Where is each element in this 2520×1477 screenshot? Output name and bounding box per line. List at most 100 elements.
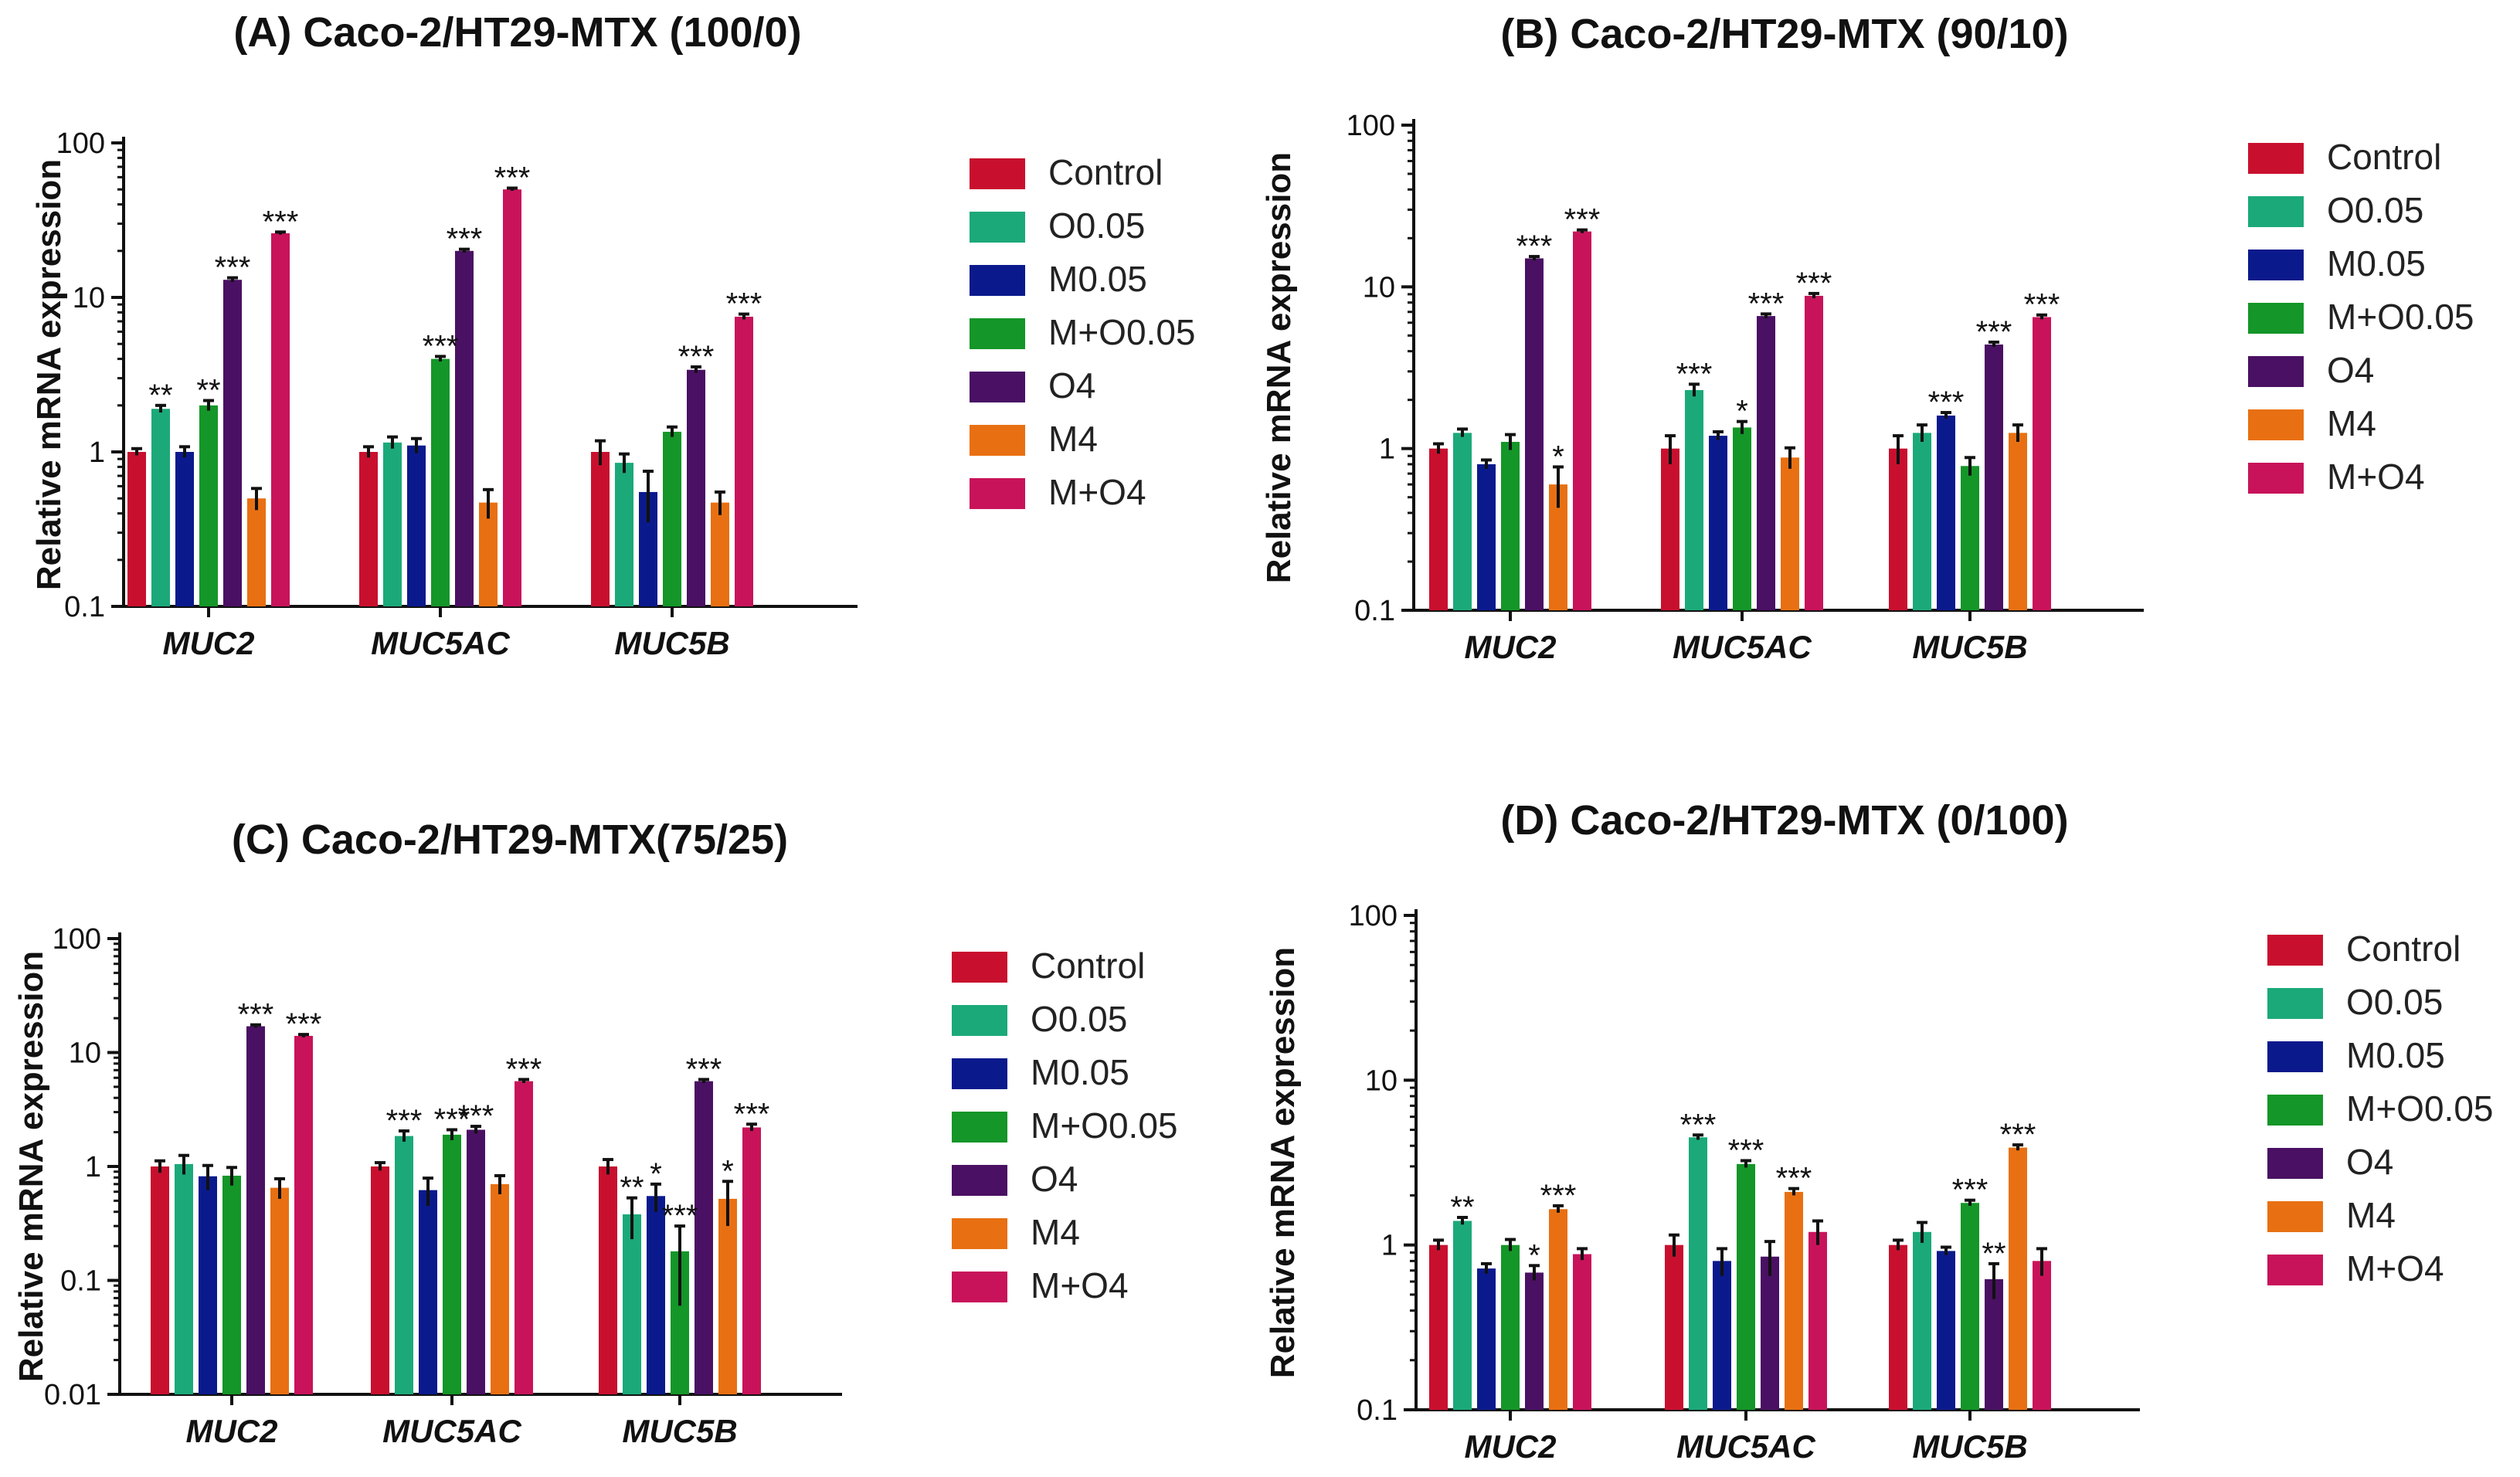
legend-label: M0.05 [1031, 1052, 1129, 1092]
legend-label: M+O4 [1048, 472, 1146, 512]
legend-swatch [970, 478, 1025, 509]
bar-Control [371, 1166, 389, 1394]
x-category-label: MUC5B [614, 625, 729, 661]
bar-M4 [711, 502, 729, 606]
legend-swatch [2248, 409, 2304, 440]
significance-marker: *** [678, 340, 715, 374]
legend-label: O4 [2346, 1142, 2393, 1182]
legend-swatch [2267, 1201, 2323, 1232]
legend-label: M0.05 [2327, 243, 2426, 284]
bar-O0.05 [1453, 1221, 1472, 1410]
bar-M+O0.05 [1733, 427, 1751, 610]
y-tick-label: 1 [89, 436, 105, 469]
bar-O4 [687, 369, 705, 606]
bar-M4 [270, 1187, 289, 1394]
bar-O4 [695, 1081, 713, 1394]
legend-swatch [2248, 303, 2304, 334]
chart-title: (B) Caco-2/HT29-MTX (90/10) [1500, 11, 2068, 57]
bar-O4 [1525, 1272, 1544, 1410]
bar-M+O4 [294, 1035, 313, 1394]
legend-swatch [2267, 935, 2323, 966]
significance-marker: *** [1796, 267, 1832, 300]
chart-panel-0: (A) Caco-2/HT29-MTX (100/0) Relative mRNA… [30, 9, 1196, 661]
bar-Control [359, 452, 378, 606]
legend-label: M4 [2346, 1195, 2396, 1235]
bar-O4 [1757, 316, 1775, 610]
legend-swatch [2267, 988, 2323, 1019]
legend-label: O0.05 [1048, 205, 1145, 246]
x-category-label: MUC5AC [1676, 1428, 1815, 1465]
bar-O4 [467, 1129, 485, 1394]
legend-swatch [970, 212, 1025, 243]
legend-label: Control [2346, 929, 2461, 969]
significance-marker: *** [1540, 1179, 1577, 1213]
legend-swatch [2248, 143, 2304, 174]
bar-O0.05 [623, 1214, 641, 1394]
y-tick-label: 0.1 [1354, 595, 1395, 627]
legend-swatch [2248, 250, 2304, 280]
legend-swatch [970, 158, 1025, 189]
significance-marker: *** [215, 251, 251, 285]
bar-O0.05 [1689, 1137, 1707, 1410]
legend-swatch [970, 425, 1025, 456]
bar-O4 [455, 250, 474, 606]
x-category-label: MUC2 [185, 1413, 277, 1449]
bar-O0.05 [175, 1163, 193, 1394]
legend-swatch [970, 372, 1025, 402]
significance-marker: * [1528, 1238, 1540, 1272]
legend-label: Control [1048, 152, 1163, 192]
bar-O4 [1985, 344, 2003, 610]
bar-M4 [1781, 457, 1799, 610]
bar-O4 [1525, 258, 1544, 610]
significance-marker: *** [1976, 315, 2012, 349]
bar-O0.05 [151, 409, 170, 606]
y-tick-label: 0.01 [44, 1379, 101, 1411]
bar-Control [1429, 1244, 1448, 1410]
significance-marker: * [650, 1157, 662, 1191]
y-tick-label: 0.1 [64, 591, 105, 623]
bar-Control [1661, 448, 1679, 610]
significance-marker: ** [1450, 1190, 1474, 1224]
bar-M+O0.05 [222, 1175, 241, 1394]
bar-M0.05 [1477, 1268, 1496, 1410]
bar-M+O0.05 [1501, 442, 1520, 610]
legend-swatch [2267, 1041, 2323, 1072]
bar-O4 [1761, 1256, 1779, 1410]
significance-marker: *** [423, 329, 459, 363]
significance-marker: *** [1776, 1162, 1812, 1196]
y-axis-label: Relative mRNA expression [1260, 152, 1298, 583]
y-tick-label: 10 [73, 282, 105, 314]
significance-marker: *** [2000, 1118, 2036, 1152]
x-category-label: MUC2 [162, 625, 254, 661]
bar-M0.05 [1477, 463, 1496, 610]
significance-marker: *** [2024, 288, 2060, 322]
y-axis-label: Relative mRNA expression [30, 159, 68, 590]
significance-marker: *** [1728, 1133, 1764, 1167]
legend-label: M4 [1031, 1212, 1080, 1252]
legend-swatch [2248, 356, 2304, 387]
legend-swatch [952, 1005, 1007, 1036]
legend-label: Control [2327, 137, 2441, 177]
bar-M4 [2009, 1147, 2027, 1410]
y-tick-label: 10 [1363, 271, 1395, 304]
chart-panel-2: (C) Caco-2/HT29-MTX(75/25) Relative mRNA … [12, 817, 1178, 1449]
significance-marker: *** [1748, 287, 1785, 321]
significance-marker: *** [1952, 1173, 1988, 1207]
bar-M+O0.05 [1961, 466, 1979, 610]
significance-marker: *** [1928, 385, 1965, 419]
bar-O0.05 [1913, 433, 1931, 610]
significance-marker: *** [447, 222, 483, 256]
bar-M0.05 [647, 1196, 665, 1394]
legend-swatch [970, 265, 1025, 296]
significance-marker: *** [494, 161, 531, 195]
bar-M+O0.05 [443, 1134, 461, 1394]
legend-swatch [970, 318, 1025, 349]
legend-label: M+O0.05 [2327, 297, 2474, 337]
legend-swatch [952, 1272, 1007, 1302]
chart-panel-3: (D) Caco-2/HT29-MTX (0/100) Relative mRNA… [1264, 797, 2494, 1465]
significance-marker: *** [238, 998, 274, 1032]
bar-M+O4 [1808, 1231, 1827, 1410]
significance-marker: ** [1982, 1237, 2005, 1271]
significance-marker: *** [263, 205, 299, 239]
x-category-label: MUC5B [1912, 629, 2027, 665]
